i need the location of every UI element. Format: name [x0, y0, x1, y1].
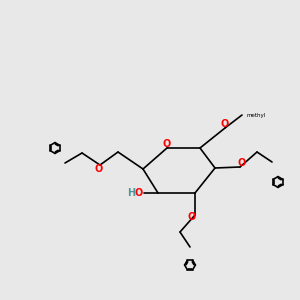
Text: methyl: methyl [247, 112, 266, 118]
Text: O: O [163, 140, 171, 149]
Text: O: O [134, 188, 142, 198]
Text: H: H [127, 188, 135, 198]
Text: O: O [188, 212, 196, 221]
Text: O: O [221, 119, 229, 129]
Text: O: O [237, 158, 246, 168]
Text: O: O [94, 164, 103, 174]
